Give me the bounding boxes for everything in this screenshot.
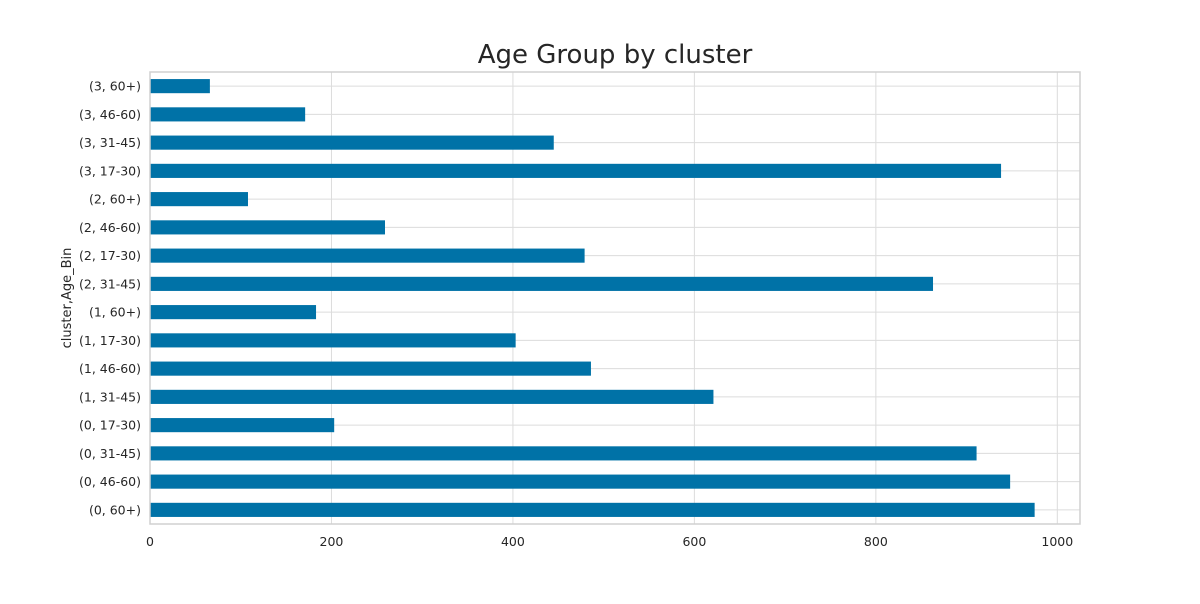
y-tick-label: (2, 60+)	[89, 192, 141, 207]
y-tick-label: (1, 17-30)	[79, 333, 141, 348]
bar-layer	[150, 79, 1035, 517]
bar	[150, 220, 385, 235]
bar	[150, 107, 306, 122]
bar	[150, 248, 585, 263]
y-tick-label: (0, 31-45)	[79, 446, 141, 461]
y-tick-label: (0, 17-30)	[79, 418, 141, 433]
y-tick-label: (2, 46-60)	[79, 220, 141, 235]
y-tick-label: (3, 60+)	[89, 79, 141, 94]
chart-title: Age Group by cluster	[478, 40, 753, 70]
y-tick-label: (3, 17-30)	[79, 163, 141, 178]
y-tick-labels: (0, 60+) (0, 46-60) (0, 31-45) (0, 17-30) (1…	[79, 79, 141, 518]
x-tick-labels: 0 200 400 600 800 1000	[146, 534, 1073, 549]
y-tick-label: (3, 46-60)	[79, 107, 141, 122]
bar	[150, 418, 335, 433]
bar	[150, 192, 248, 207]
y-tick-label: (1, 31-45)	[79, 389, 141, 404]
bar	[150, 305, 317, 320]
y-tick-label: (2, 17-30)	[79, 248, 141, 263]
y-tick-label: (3, 31-45)	[79, 135, 141, 150]
x-tick-label: 400	[501, 534, 525, 549]
bar	[150, 79, 210, 94]
x-tick-label: 800	[864, 534, 888, 549]
bar	[150, 276, 934, 291]
y-tick-label: (1, 46-60)	[79, 361, 141, 376]
bar	[150, 389, 714, 404]
x-tick-label: 200	[320, 534, 344, 549]
bar	[150, 502, 1035, 517]
x-tick-label: 1000	[1041, 534, 1073, 549]
bar	[150, 135, 554, 150]
y-tick-label: (0, 60+)	[89, 502, 141, 517]
y-axis-label: cluster,Age_Bin	[60, 248, 75, 349]
bar	[150, 474, 1011, 489]
bar	[150, 163, 1002, 178]
bar	[150, 446, 977, 461]
bar	[150, 333, 516, 348]
x-tick-label: 600	[682, 534, 706, 549]
y-tick-label: (0, 46-60)	[79, 474, 141, 489]
bar	[150, 361, 591, 376]
y-tick-label: (1, 60+)	[89, 305, 141, 320]
plot-frame	[149, 71, 1081, 525]
x-tick-label: 0	[146, 534, 154, 549]
y-tick-label: (2, 31-45)	[79, 276, 141, 291]
